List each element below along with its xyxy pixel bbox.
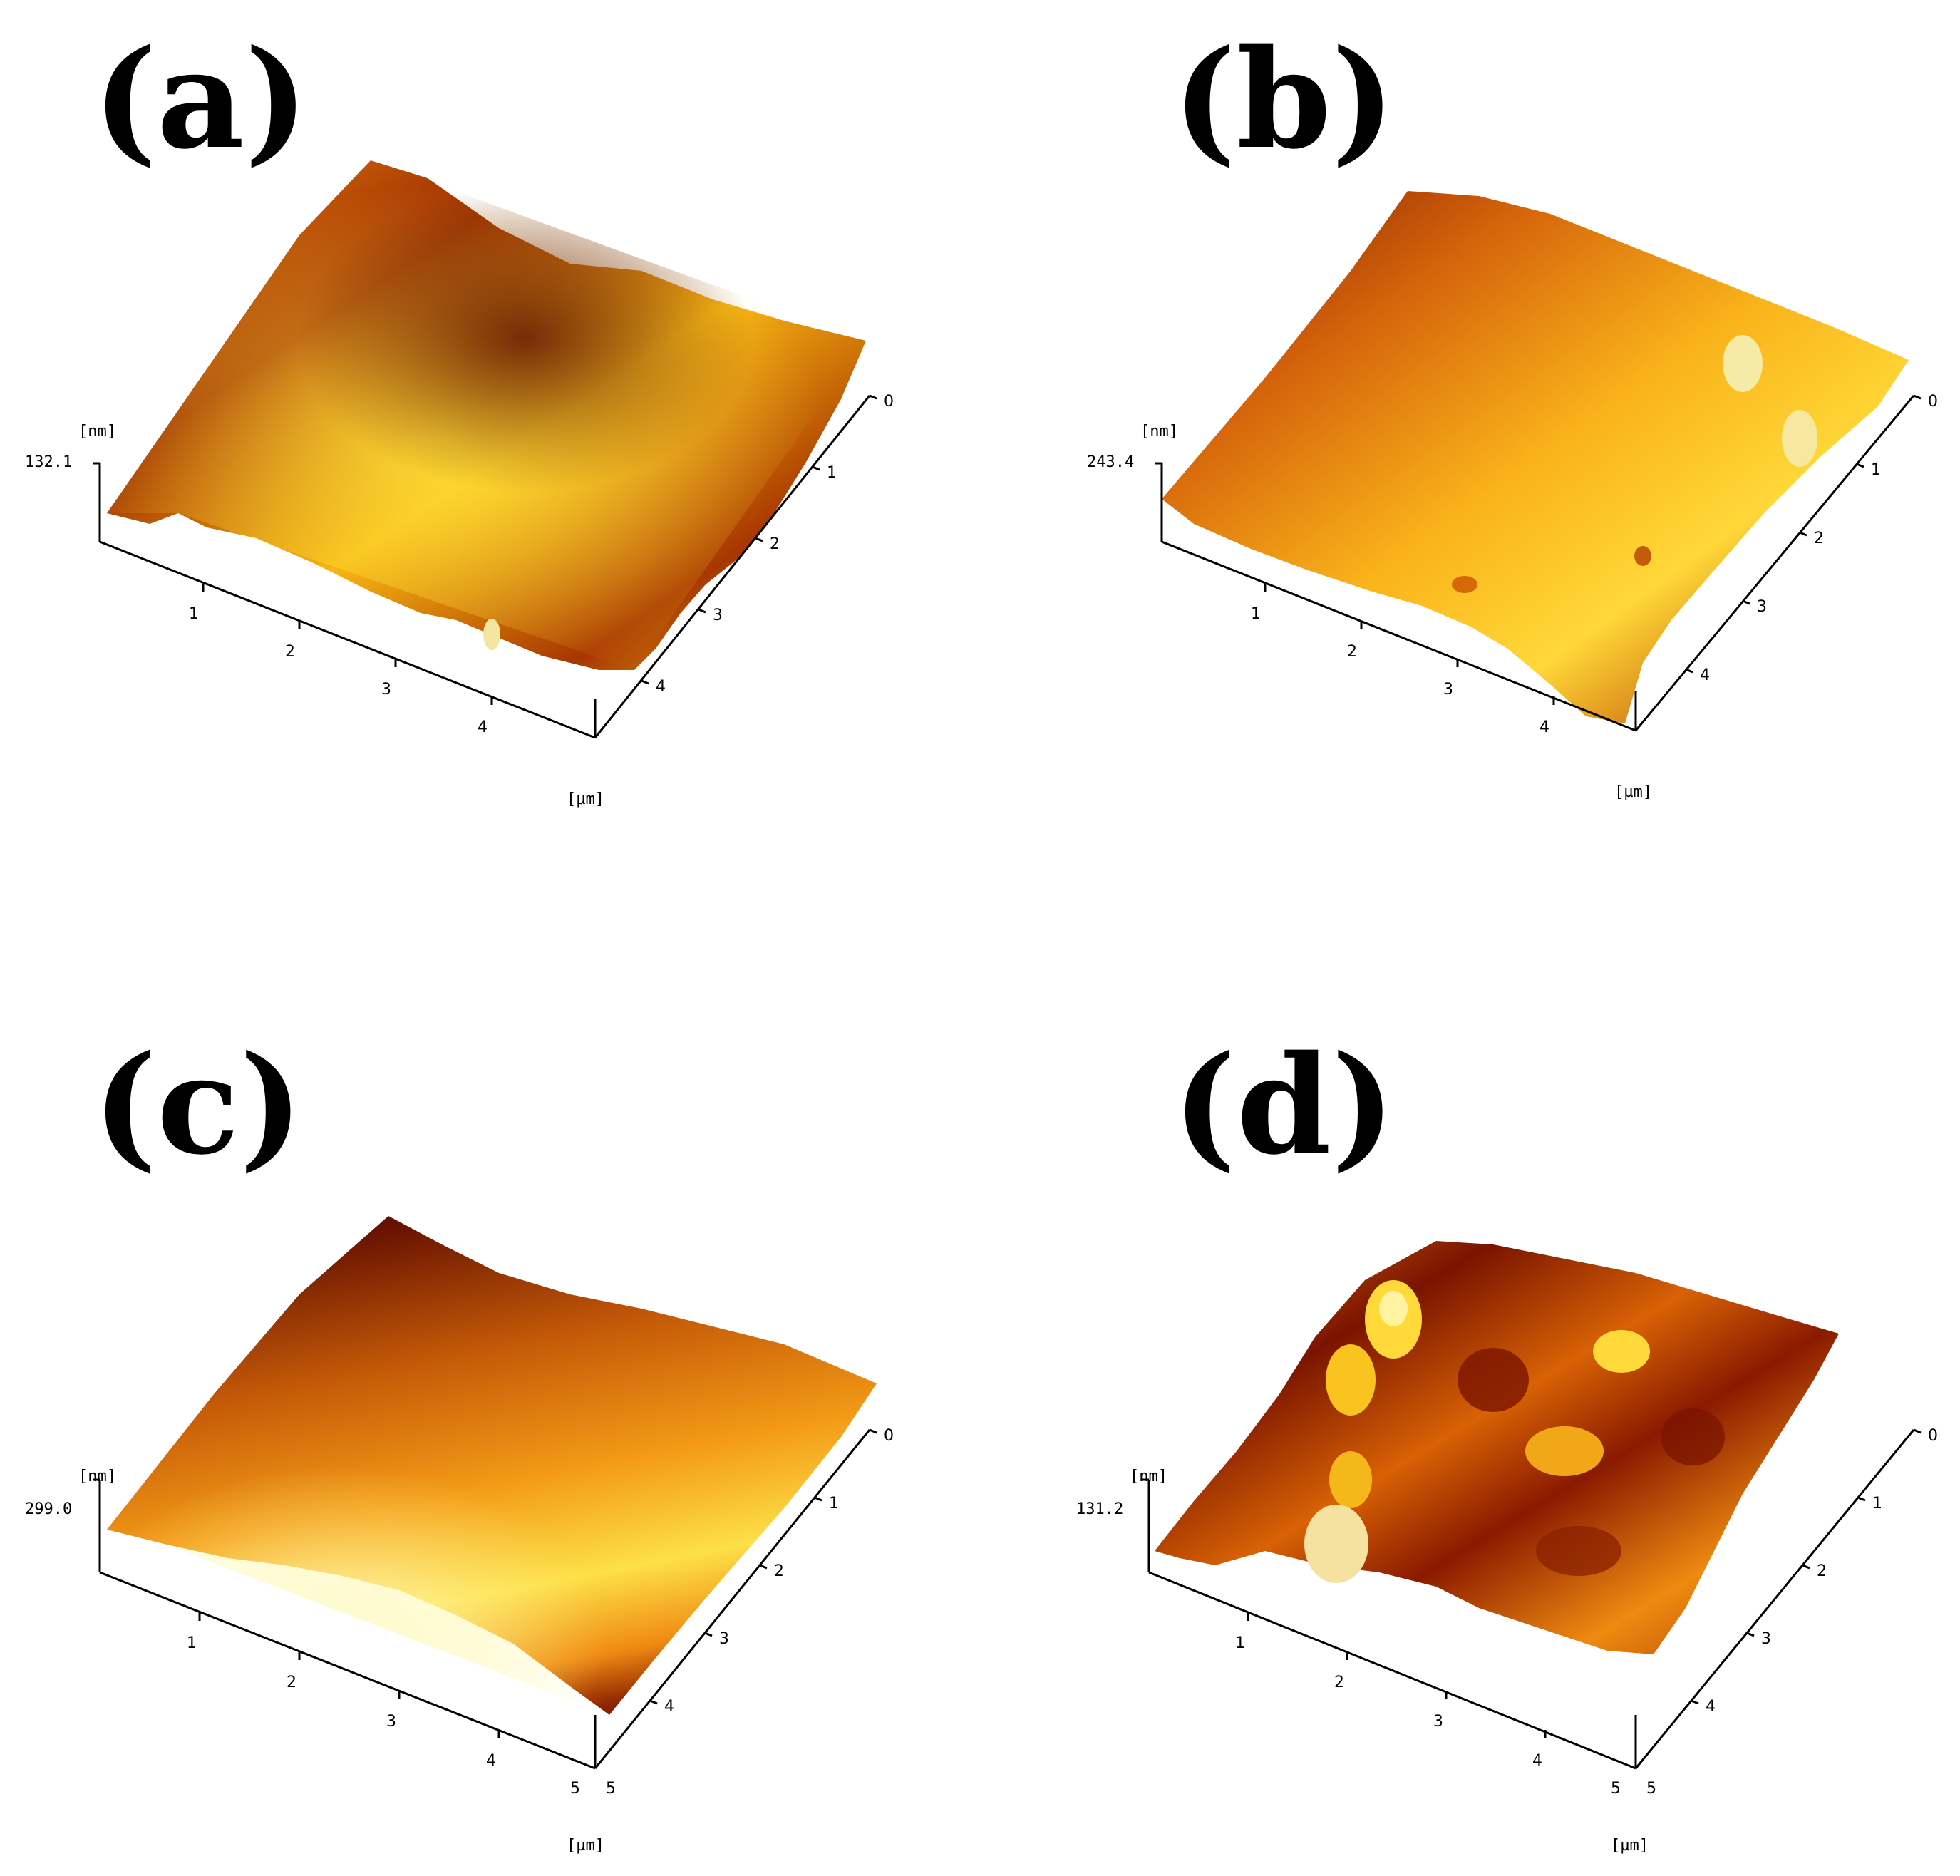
y-tick: 4	[656, 678, 666, 696]
z-max-label: 299.0	[25, 1500, 72, 1518]
y-tick: 1	[827, 464, 837, 482]
axes	[1147, 1429, 1915, 1770]
y-tick: 0	[884, 1427, 894, 1445]
surface	[1162, 191, 1909, 723]
x-tick: 2	[287, 1674, 296, 1691]
y-tick: 0	[1928, 1427, 1938, 1445]
y-tick: 2	[774, 1562, 784, 1580]
x-tick: 3	[1433, 1713, 1443, 1731]
xy-unit-label: [µm]	[1614, 783, 1652, 801]
panel-label: (c)	[93, 1026, 304, 1185]
panel-label: (b)	[1172, 20, 1396, 179]
xy-unit-label: [µm]	[1611, 1837, 1649, 1855]
y-tick: 1	[1872, 1495, 1882, 1512]
y-tick: 5	[1646, 1780, 1656, 1798]
x-tick: 1	[1251, 605, 1261, 623]
x-tick: 4	[478, 718, 488, 736]
y-tick: 4	[664, 1698, 674, 1716]
y-tick: 1	[1871, 461, 1881, 479]
y-tick: 0	[1928, 393, 1938, 411]
x-tick: 3	[386, 1713, 396, 1731]
afm-panel-a: (a)	[0, 0, 980, 938]
xy-unit-label: [µm]	[567, 790, 604, 808]
axes	[1160, 395, 1915, 732]
surface	[1155, 1241, 1839, 1654]
z-unit-label: [nm]	[78, 423, 116, 440]
z-unit-label: [nm]	[78, 1468, 116, 1485]
x-tick: 1	[1235, 1634, 1245, 1652]
y-tick: 4	[1700, 666, 1710, 684]
afm-3d-plot: 1 2 3 4 5 0 1 2 3 4 5 [nm] 131.2 [µm]	[1076, 1241, 1938, 1855]
y-tick: 0	[884, 393, 894, 411]
afm-3d-plot: 1 2 3 4 5 0 1 2 3 4 5 [nm] 299.0 [µm]	[25, 1216, 894, 1855]
afm-panel-d: (d)	[980, 938, 1960, 1876]
y-tick: 2	[770, 535, 780, 553]
x-tick: 4	[1532, 1752, 1542, 1770]
afm-panel-b: (b)	[980, 0, 1960, 938]
y-tick: 3	[1761, 1630, 1771, 1648]
afm-panel-c: (c)	[0, 938, 980, 1876]
afm-3d-plot: 1 2 3 4 0 1 2 3 4 [nm] 243.4 [µm]	[1087, 191, 1938, 801]
z-max-label: 243.4	[1087, 453, 1134, 471]
x-tick: 3	[381, 681, 391, 699]
x-tick: 1	[189, 605, 199, 623]
y-tick: 2	[1814, 530, 1824, 547]
x-tick: 5	[1611, 1780, 1621, 1798]
z-unit-label: [nm]	[1130, 1468, 1167, 1485]
x-tick: 1	[187, 1634, 197, 1652]
y-tick: 4	[1706, 1698, 1716, 1716]
y-tick: 2	[1817, 1562, 1827, 1580]
x-tick: 2	[285, 643, 295, 661]
y-tick: 3	[1757, 598, 1767, 616]
x-tick: 2	[1347, 643, 1357, 661]
z-max-label: 132.1	[25, 453, 72, 471]
x-tick: 5	[570, 1780, 580, 1798]
x-tick: 3	[1443, 681, 1453, 699]
panel-label: (d)	[1172, 1026, 1396, 1185]
z-unit-label: [nm]	[1140, 423, 1178, 440]
z-max-label: 131.2	[1076, 1500, 1123, 1518]
y-tick: 1	[829, 1495, 839, 1512]
xy-unit-label: [µm]	[567, 1837, 604, 1855]
axes	[98, 1429, 871, 1770]
panel-label: (a)	[93, 20, 309, 179]
x-tick: 4	[1539, 718, 1549, 736]
y-tick: 5	[606, 1780, 616, 1798]
x-tick: 4	[486, 1752, 496, 1770]
y-tick: 3	[719, 1630, 729, 1648]
afm-3d-plot: 1 2 3 4 0 1 2 3 4 [nm] 132.1 [µm]	[25, 160, 894, 808]
axes	[98, 395, 871, 739]
x-tick: 2	[1334, 1674, 1344, 1691]
y-tick: 3	[713, 607, 723, 624]
